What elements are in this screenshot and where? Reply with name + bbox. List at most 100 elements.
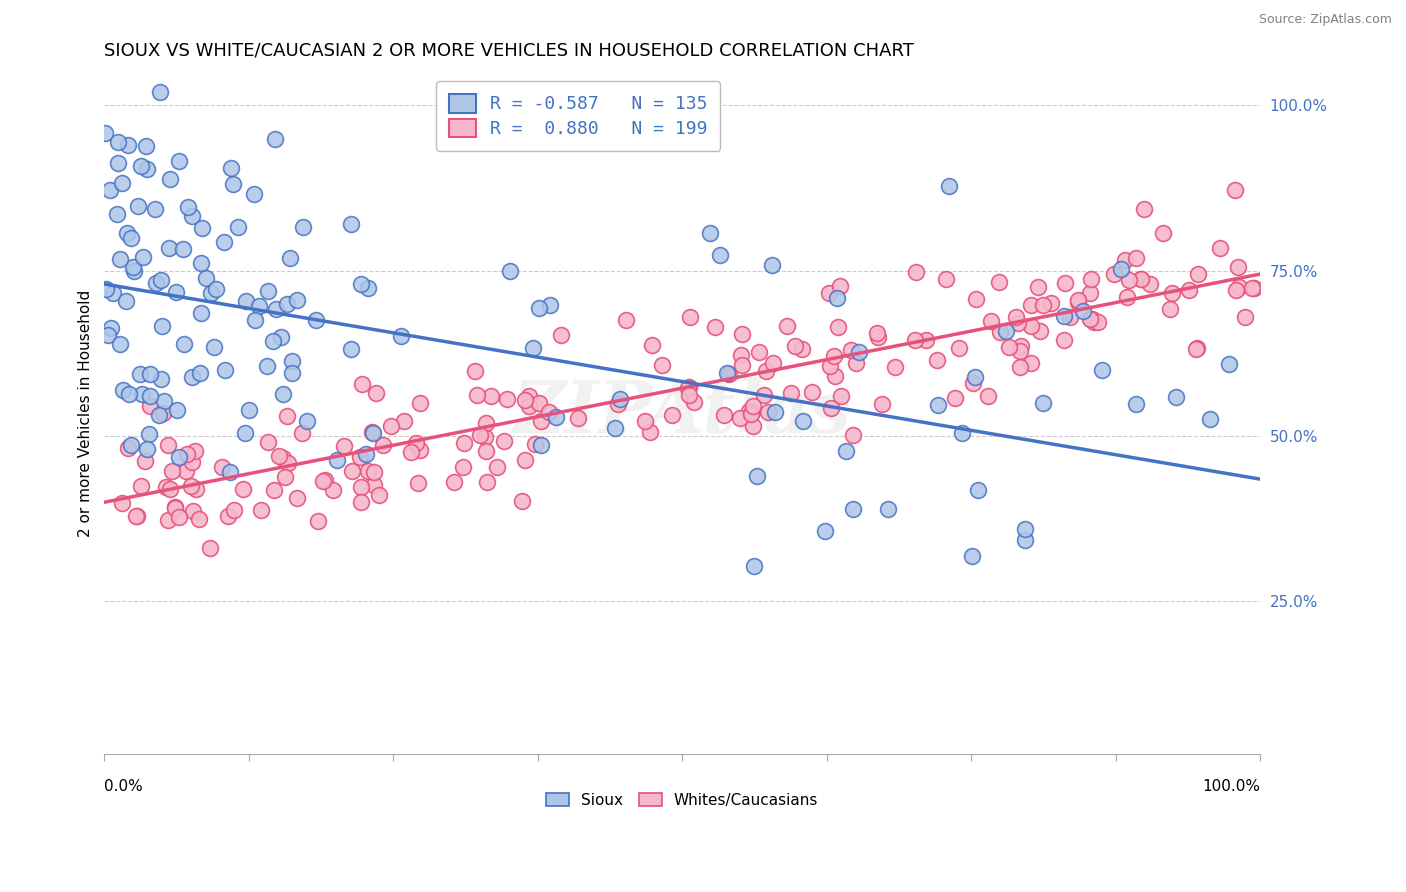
Point: [1160, 286, 1182, 301]
Point: [523, 437, 546, 451]
Point: [1218, 357, 1240, 371]
Point: [517, 400, 540, 414]
Point: [950, 425, 973, 440]
Point: [713, 409, 735, 423]
Point: [111, 384, 134, 398]
Point: [839, 343, 862, 357]
Point: [678, 310, 700, 325]
Point: [131, 386, 153, 401]
Point: [1187, 341, 1209, 355]
Point: [149, 273, 172, 287]
Point: [988, 325, 1011, 339]
Point: [357, 464, 380, 478]
Point: [678, 380, 700, 394]
Point: [138, 427, 160, 442]
Point: [1184, 343, 1206, 357]
Text: ZIPAtlas: ZIPAtlas: [513, 377, 852, 449]
Point: [129, 159, 152, 173]
Point: [368, 488, 391, 502]
Point: [350, 495, 373, 509]
Point: [1187, 268, 1209, 282]
Point: [1014, 533, 1036, 548]
Point: [704, 320, 727, 334]
Point: [1164, 390, 1187, 404]
Point: [1114, 252, 1136, 267]
Point: [1008, 360, 1031, 375]
Point: [148, 408, 170, 422]
Point: [389, 329, 412, 343]
Point: [314, 473, 336, 487]
Point: [966, 483, 988, 497]
Point: [747, 345, 769, 359]
Point: [661, 408, 683, 422]
Point: [150, 318, 173, 333]
Point: [716, 366, 738, 380]
Point: [409, 395, 432, 409]
Point: [827, 320, 849, 334]
Point: [107, 136, 129, 150]
Point: [1243, 280, 1265, 294]
Point: [352, 376, 374, 391]
Point: [527, 301, 550, 315]
Point: [247, 299, 270, 313]
Point: [111, 176, 134, 190]
Point: [640, 425, 662, 439]
Point: [129, 367, 152, 381]
Point: [987, 275, 1010, 289]
Y-axis label: 2 or more Vehicles in Household: 2 or more Vehicles in Household: [79, 289, 93, 537]
Point: [962, 376, 984, 391]
Point: [499, 264, 522, 278]
Point: [682, 395, 704, 409]
Point: [1125, 397, 1147, 411]
Point: [513, 393, 536, 408]
Point: [731, 359, 754, 373]
Point: [271, 387, 294, 401]
Point: [1109, 262, 1132, 277]
Point: [312, 474, 335, 488]
Point: [167, 450, 190, 464]
Point: [1029, 324, 1052, 338]
Point: [354, 447, 377, 461]
Point: [538, 297, 561, 311]
Point: [740, 408, 762, 422]
Point: [134, 139, 156, 153]
Point: [1053, 277, 1076, 291]
Text: Source: ZipAtlas.com: Source: ZipAtlas.com: [1258, 13, 1392, 27]
Point: [651, 358, 673, 372]
Point: [264, 301, 287, 316]
Point: [678, 381, 700, 395]
Point: [235, 294, 257, 309]
Point: [872, 397, 894, 411]
Point: [188, 366, 211, 380]
Point: [550, 328, 572, 343]
Point: [823, 349, 845, 363]
Point: [162, 464, 184, 478]
Point: [165, 285, 187, 300]
Point: [1032, 395, 1054, 409]
Point: [824, 368, 846, 383]
Point: [780, 385, 803, 400]
Point: [1115, 290, 1137, 304]
Point: [731, 326, 754, 341]
Point: [211, 459, 233, 474]
Point: [149, 85, 172, 99]
Point: [614, 313, 637, 327]
Point: [238, 403, 260, 417]
Point: [342, 465, 364, 479]
Point: [510, 493, 533, 508]
Point: [877, 502, 900, 516]
Point: [948, 341, 970, 355]
Point: [115, 226, 138, 240]
Point: [165, 500, 187, 515]
Point: [274, 470, 297, 484]
Text: 100.0%: 100.0%: [1202, 779, 1260, 794]
Point: [1080, 311, 1102, 326]
Point: [1178, 284, 1201, 298]
Point: [232, 482, 254, 496]
Point: [322, 483, 344, 498]
Point: [678, 388, 700, 402]
Point: [340, 343, 363, 357]
Point: [256, 359, 278, 373]
Point: [927, 398, 949, 412]
Point: [281, 354, 304, 368]
